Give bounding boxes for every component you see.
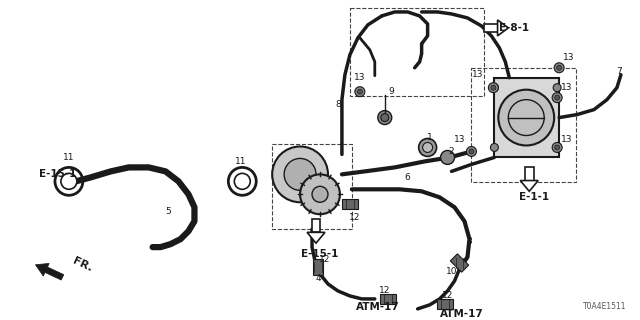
Bar (525, 167, 534, 180)
Text: 10: 10 (446, 267, 457, 276)
Bar (312, 219, 321, 232)
Circle shape (499, 90, 554, 146)
Circle shape (312, 186, 328, 202)
Text: 12: 12 (349, 213, 360, 222)
Bar (436, 299, 452, 309)
Circle shape (234, 173, 250, 189)
Text: 11: 11 (234, 157, 246, 166)
Text: E-15-1: E-15-1 (39, 169, 77, 180)
Polygon shape (307, 232, 325, 243)
Text: 13: 13 (561, 83, 573, 92)
Text: 1: 1 (427, 133, 433, 142)
Bar (272, 144, 352, 229)
Circle shape (284, 158, 316, 190)
Circle shape (381, 114, 388, 122)
Text: 13: 13 (472, 70, 483, 79)
Text: 13: 13 (354, 73, 365, 82)
Text: 5: 5 (166, 207, 172, 216)
Text: 12: 12 (319, 255, 331, 264)
Circle shape (490, 84, 499, 92)
Text: E-1-1: E-1-1 (519, 192, 549, 202)
Circle shape (469, 149, 474, 154)
Polygon shape (520, 180, 538, 191)
Bar (342, 199, 358, 209)
Text: 11: 11 (63, 153, 75, 162)
Text: 13: 13 (561, 135, 573, 144)
Circle shape (553, 143, 561, 151)
Circle shape (419, 139, 436, 156)
Circle shape (357, 89, 362, 94)
Text: 6: 6 (405, 173, 410, 182)
Circle shape (555, 145, 559, 150)
Circle shape (490, 143, 499, 151)
Circle shape (378, 111, 392, 124)
Bar (350, 8, 484, 96)
Circle shape (440, 150, 454, 164)
Circle shape (552, 142, 562, 152)
FancyArrow shape (35, 263, 64, 280)
Text: E-8-1: E-8-1 (499, 23, 529, 33)
Polygon shape (497, 20, 508, 36)
Circle shape (272, 147, 328, 202)
Text: T0A4E1511: T0A4E1511 (584, 302, 627, 311)
Circle shape (355, 87, 365, 97)
Circle shape (555, 95, 559, 100)
Text: 9: 9 (389, 87, 395, 96)
Bar (472, 68, 576, 182)
Text: ATM-17: ATM-17 (440, 309, 483, 319)
Bar (380, 294, 396, 304)
Text: 13: 13 (563, 53, 575, 62)
Circle shape (552, 93, 562, 103)
Circle shape (557, 65, 562, 70)
Text: E-15-1: E-15-1 (301, 249, 339, 259)
Circle shape (554, 63, 564, 73)
Text: 12: 12 (379, 286, 390, 295)
Circle shape (491, 85, 496, 90)
Bar (451, 254, 468, 272)
Bar (313, 259, 323, 275)
Circle shape (488, 83, 499, 93)
Text: 7: 7 (616, 67, 622, 76)
Circle shape (300, 174, 340, 214)
Text: 4: 4 (315, 275, 321, 284)
Text: ATM-17: ATM-17 (356, 302, 399, 312)
Text: 8: 8 (335, 100, 341, 109)
Text: 2: 2 (449, 147, 454, 156)
Bar (494, 78, 559, 157)
Bar (484, 24, 497, 32)
Circle shape (61, 173, 77, 189)
Text: 13: 13 (454, 135, 465, 144)
Text: 12: 12 (442, 292, 453, 300)
Circle shape (553, 84, 561, 92)
Text: FR.: FR. (71, 256, 93, 274)
Circle shape (422, 142, 433, 152)
Circle shape (467, 147, 476, 156)
Text: 3: 3 (467, 236, 472, 246)
